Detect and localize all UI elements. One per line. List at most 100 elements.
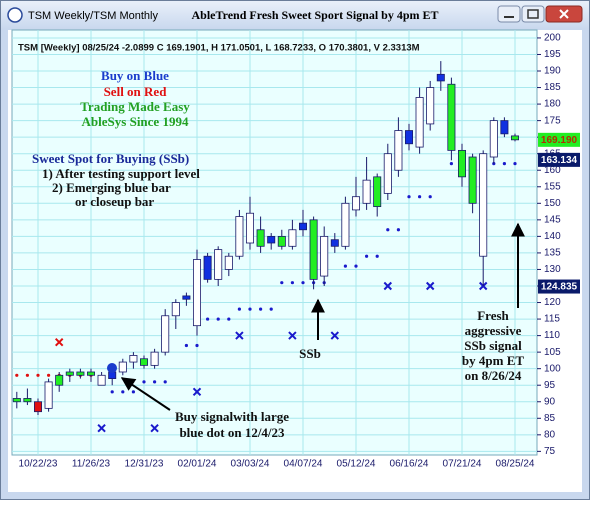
y-tick-label: 140: [544, 231, 561, 242]
annotation: aggressive: [465, 323, 522, 338]
x-tick-label: 03/03/24: [231, 459, 270, 470]
y-tick-label: 155: [544, 181, 561, 192]
annotation: Sell on Red: [104, 84, 168, 99]
annotation: or closeup bar: [75, 194, 154, 209]
stop-dot: [131, 390, 135, 394]
candle-body: [23, 398, 32, 403]
candle-body: [415, 97, 424, 148]
y-tick-label: 115: [544, 314, 560, 325]
candle-body: [362, 179, 371, 204]
candle-body: [171, 302, 180, 317]
candle-body: [330, 239, 339, 247]
stop-dot: [227, 317, 231, 321]
y-tick-label: 85: [544, 413, 556, 424]
y-tick-label: 185: [544, 82, 561, 93]
candle-body: [161, 315, 170, 353]
x-mark: [383, 281, 393, 291]
candle-body: [500, 120, 509, 135]
arrow: [120, 377, 171, 411]
x-mark: [425, 281, 435, 291]
x-mark: [97, 424, 106, 433]
candle-body: [383, 153, 392, 194]
minimize-button[interactable]: [497, 5, 521, 23]
candle-body: [129, 355, 138, 363]
x-mark: [54, 338, 64, 347]
y-tick-label: 90: [544, 396, 556, 407]
stop-dot: [184, 343, 188, 348]
candle-body: [288, 229, 297, 247]
candle-body: [341, 202, 350, 247]
stop-dot: [47, 373, 51, 377]
candle-body: [12, 398, 21, 403]
y-tick-label: 160: [544, 165, 561, 176]
x-tick-label: 10/22/23: [19, 459, 58, 470]
candle-body: [320, 235, 329, 277]
stop-dot: [418, 195, 422, 199]
stop-dot: [15, 373, 19, 377]
buy-signal-dot: [107, 363, 117, 373]
candle-body: [394, 130, 403, 171]
x-tick-label: 11/26/23: [72, 459, 111, 470]
candle-body: [436, 73, 445, 82]
price-marker: [538, 279, 580, 294]
candle-body: [468, 156, 477, 204]
candle-body: [256, 229, 265, 247]
candle-body: [404, 130, 413, 145]
annotation: AbleSys Since 1994: [82, 114, 189, 129]
x-tick-label: 04/07/24: [284, 459, 323, 470]
candle-body: [224, 255, 233, 270]
stop-dot: [121, 390, 125, 394]
candle-body: [192, 259, 201, 327]
y-tick-label: 150: [544, 198, 561, 209]
candle-body: [447, 83, 456, 151]
stop-dot: [248, 307, 252, 311]
annotation: on 8/26/24: [465, 368, 522, 383]
y-tick-label: 175: [544, 115, 561, 126]
candle-body: [373, 176, 382, 208]
price-marker: [538, 132, 580, 147]
annotation: Sweet Spot for Buying (SSb): [32, 151, 189, 166]
y-tick-label: 75: [544, 446, 556, 457]
app-icon: [7, 7, 23, 23]
candle-body: [139, 358, 148, 366]
window-buttons[interactable]: [497, 5, 583, 23]
price-marker-label: 163.134: [541, 155, 578, 166]
close-icon: [559, 9, 569, 19]
stop-dot: [206, 317, 210, 321]
candle-body: [203, 255, 212, 280]
stop-dot: [216, 317, 220, 321]
candle-body: [235, 216, 244, 257]
stop-dot: [237, 307, 241, 311]
stop-dot: [280, 281, 284, 285]
y-tick-label: 180: [544, 99, 561, 110]
x-mark: [192, 387, 202, 397]
stop-dot: [259, 307, 263, 311]
stop-dot: [163, 380, 167, 384]
x-mark: [150, 424, 159, 433]
candle-body: [277, 235, 286, 247]
candle-body: [489, 120, 498, 158]
candle-body: [457, 149, 466, 178]
title-bar: [1, 1, 589, 29]
y-tick-label: 135: [544, 248, 561, 259]
candle-body: [76, 371, 85, 376]
y-tick-label: 200: [544, 33, 561, 44]
stop-dot: [407, 195, 411, 199]
stop-dot: [153, 380, 157, 384]
annotation: SSb signal: [464, 338, 522, 353]
annotation: Buy on Blue: [101, 68, 169, 83]
annotation: SSb: [299, 346, 321, 361]
y-tick-label: 190: [544, 66, 561, 77]
maximize-button[interactable]: [521, 5, 545, 23]
y-tick-label: 110: [544, 330, 560, 341]
y-tick-label: 130: [544, 264, 561, 275]
candle-body: [214, 249, 223, 280]
x-mark: [330, 331, 340, 340]
candle-body: [97, 374, 106, 386]
candle-body: [309, 219, 318, 280]
price-marker-label: 169.190: [541, 135, 578, 146]
annotation: blue dot on 12/4/23: [179, 425, 285, 440]
candle-body: [267, 235, 276, 244]
annotation: Fresh: [477, 308, 509, 323]
candle-body: [479, 153, 488, 257]
